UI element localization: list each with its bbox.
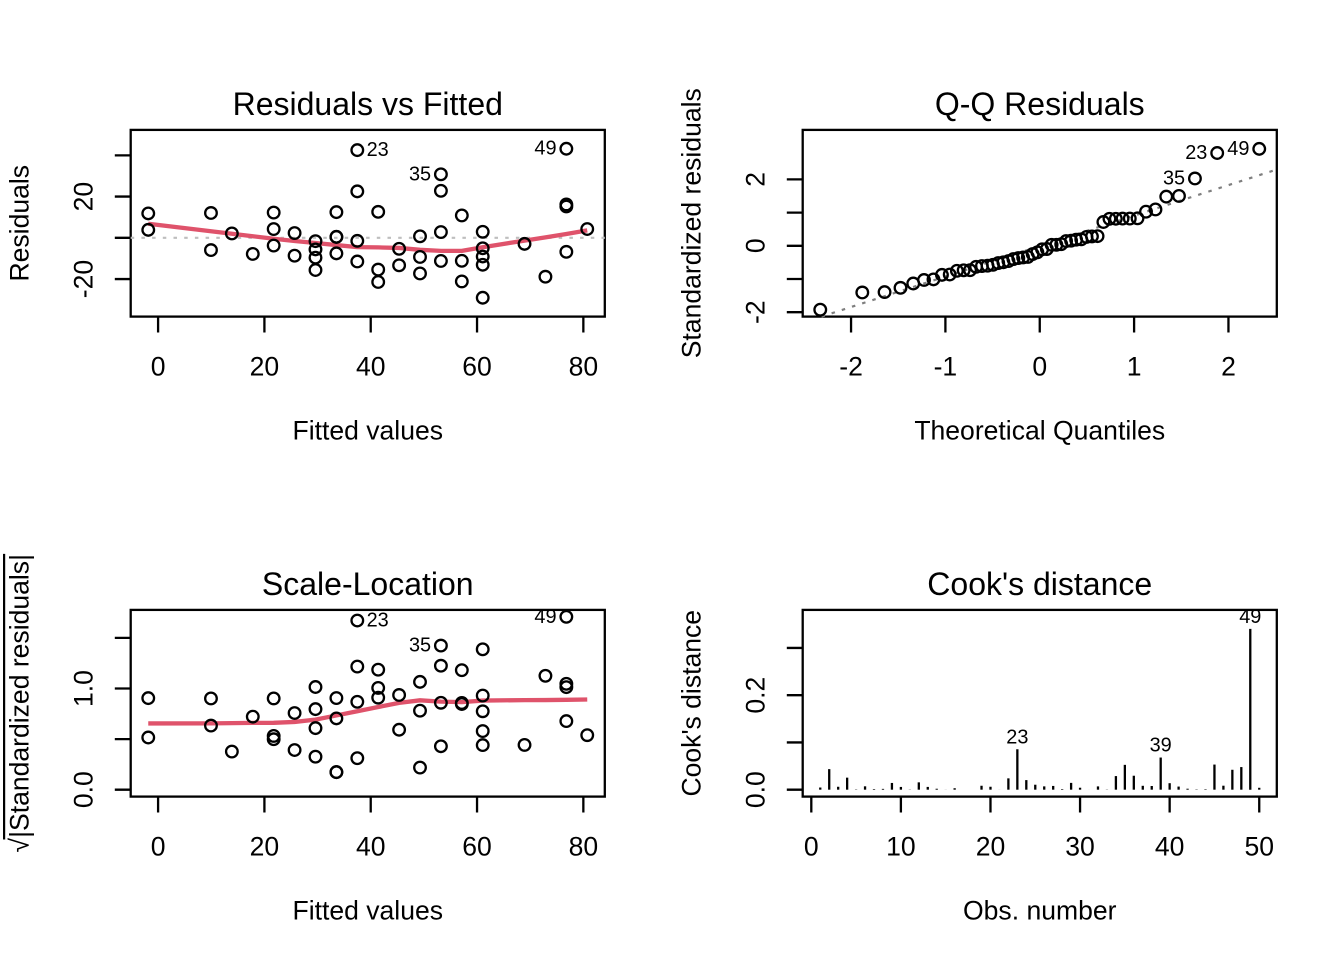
svg-text:Q-Q Residuals: Q-Q Residuals	[935, 86, 1145, 122]
svg-text:40: 40	[356, 352, 386, 382]
svg-text:20: 20	[250, 832, 280, 862]
svg-text:80: 80	[569, 832, 599, 862]
svg-text:0.0: 0.0	[68, 771, 98, 808]
svg-text:Cook's distance: Cook's distance	[927, 566, 1152, 602]
svg-text:Fitted values: Fitted values	[292, 415, 443, 445]
svg-text:0: 0	[1032, 352, 1047, 382]
svg-text:-2: -2	[740, 300, 770, 324]
svg-text:23: 23	[367, 139, 389, 161]
svg-text:Theoretical Quantiles: Theoretical Quantiles	[914, 415, 1165, 445]
svg-text:60: 60	[462, 832, 492, 862]
svg-text:-1: -1	[934, 352, 958, 382]
svg-text:50: 50	[1244, 832, 1274, 862]
svg-text:1.0: 1.0	[68, 670, 98, 707]
svg-text:49: 49	[1227, 138, 1249, 160]
svg-text:39: 39	[1150, 735, 1172, 757]
svg-text:40: 40	[356, 832, 386, 862]
svg-text:0.2: 0.2	[740, 677, 770, 714]
svg-text:-2: -2	[839, 352, 863, 382]
svg-text:40: 40	[1155, 832, 1185, 862]
svg-text:0: 0	[151, 352, 166, 382]
svg-text:49: 49	[534, 138, 556, 160]
svg-text:Scale-Location: Scale-Location	[262, 566, 474, 602]
svg-text:80: 80	[569, 352, 599, 382]
svg-text:0: 0	[740, 238, 770, 253]
svg-text:Residuals vs Fitted: Residuals vs Fitted	[233, 86, 503, 122]
svg-text:23: 23	[367, 610, 389, 632]
svg-text:35: 35	[409, 163, 431, 185]
svg-text:Cook's distance: Cook's distance	[677, 610, 707, 797]
svg-text:Obs. number: Obs. number	[963, 895, 1117, 925]
svg-text:20: 20	[976, 832, 1006, 862]
svg-text:Residuals: Residuals	[5, 165, 35, 282]
svg-text:23: 23	[1185, 142, 1207, 164]
svg-text:23: 23	[1006, 726, 1028, 748]
svg-text:0: 0	[151, 832, 166, 862]
svg-text:2: 2	[740, 172, 770, 187]
svg-text:30: 30	[1065, 832, 1095, 862]
svg-text:35: 35	[1163, 167, 1185, 189]
svg-text:0: 0	[804, 832, 819, 862]
svg-text:Fitted values: Fitted values	[292, 895, 443, 925]
svg-text:-20: -20	[68, 260, 98, 298]
svg-text:20: 20	[68, 182, 98, 212]
svg-text:49: 49	[1239, 606, 1261, 628]
svg-text:35: 35	[409, 635, 431, 657]
svg-text:49: 49	[534, 606, 556, 628]
svg-text:0.0: 0.0	[740, 771, 770, 808]
svg-text:60: 60	[462, 352, 492, 382]
svg-text:10: 10	[886, 832, 916, 862]
svg-text:√|Standardized residuals|: √|Standardized residuals|	[5, 554, 35, 852]
svg-text:2: 2	[1221, 352, 1236, 382]
svg-text:1: 1	[1127, 352, 1142, 382]
svg-text:Standardized residuals: Standardized residuals	[677, 88, 707, 358]
svg-text:20: 20	[250, 352, 280, 382]
